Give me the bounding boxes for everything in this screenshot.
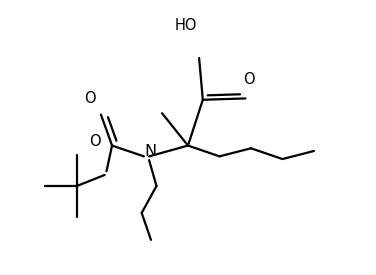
Text: HO: HO — [175, 18, 197, 33]
Text: O: O — [84, 91, 96, 106]
Text: N: N — [144, 144, 156, 159]
Text: O: O — [89, 134, 100, 149]
Text: O: O — [243, 72, 255, 87]
